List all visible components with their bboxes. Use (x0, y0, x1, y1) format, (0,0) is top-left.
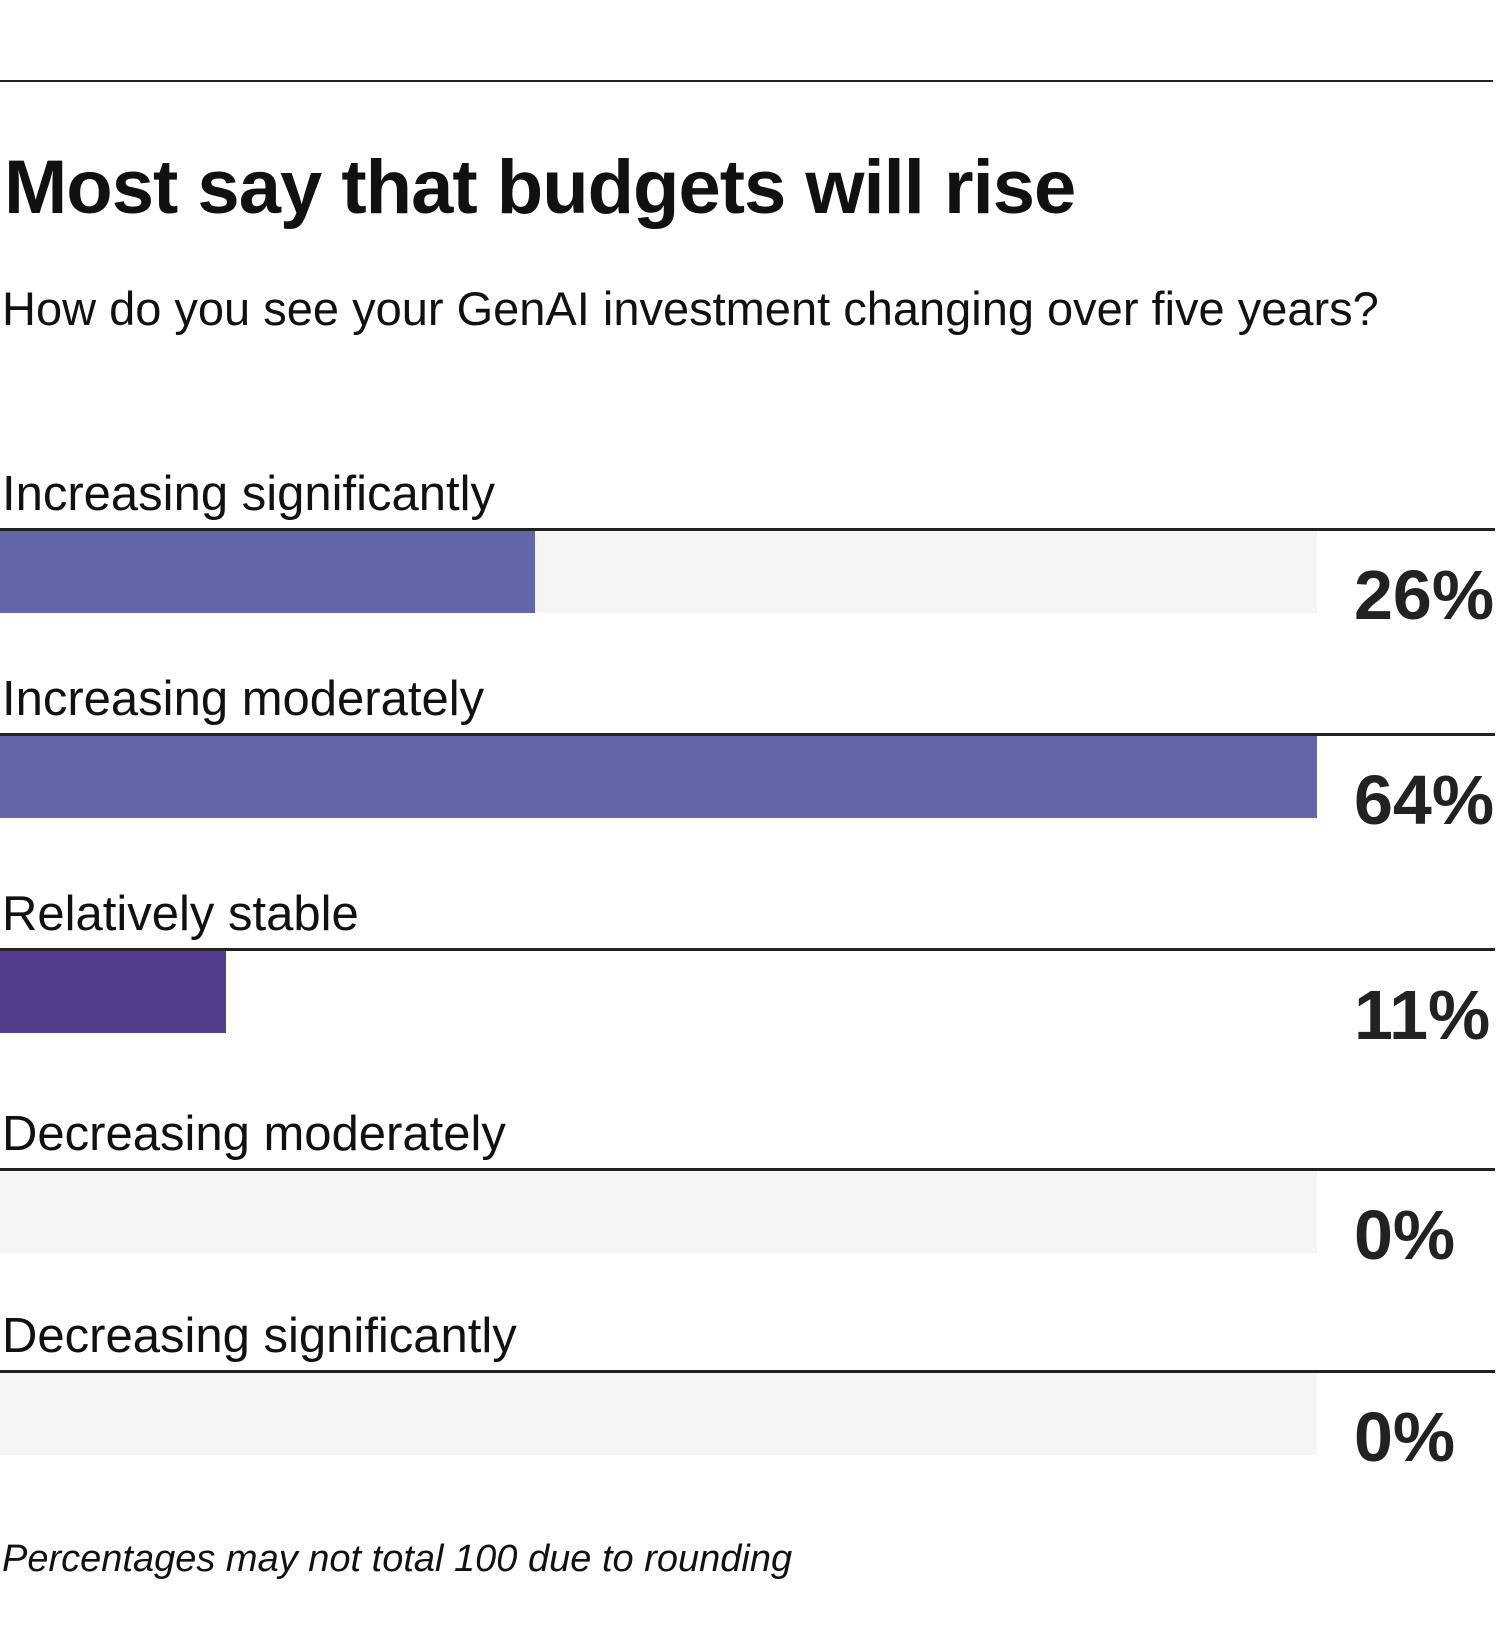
row-rule (0, 1168, 1495, 1171)
value-label-increasing-moderately: 64% (1354, 761, 1495, 839)
row-rule (0, 1370, 1495, 1373)
bar-relatively-stable (0, 951, 227, 1033)
value-label-increasing-significantly: 26% (1354, 556, 1495, 634)
row-rule (0, 733, 1495, 736)
bar-track (0, 736, 1317, 818)
footnote: Percentages may not total 100 due to rou… (2, 1538, 793, 1580)
chart-title: Most say that budgets will rise (4, 145, 1076, 230)
value-label-decreasing-moderately: 0% (1354, 1196, 1456, 1274)
bar-track (0, 531, 1317, 613)
top-rule (0, 80, 1493, 82)
row-rule (0, 948, 1495, 951)
bar-label-increasing-moderately: Increasing moderately (2, 672, 485, 726)
bar-label-decreasing-significantly: Decreasing significantly (2, 1309, 517, 1363)
bar-track (0, 1373, 1317, 1455)
bar-increasing-significantly (0, 531, 536, 613)
bar-increasing-moderately (0, 736, 1317, 818)
value-label-relatively-stable: 11% (1354, 976, 1491, 1054)
bar-label-relatively-stable: Relatively stable (2, 887, 359, 941)
bar-track (0, 1171, 1317, 1253)
bar-label-decreasing-moderately: Decreasing moderately (2, 1107, 506, 1161)
value-label-decreasing-significantly: 0% (1354, 1398, 1456, 1476)
row-rule (0, 528, 1495, 531)
bar-track (0, 951, 1317, 1033)
chart-subtitle: How do you see your GenAI investment cha… (2, 282, 1379, 335)
bar-label-increasing-significantly: Increasing significantly (2, 467, 495, 521)
